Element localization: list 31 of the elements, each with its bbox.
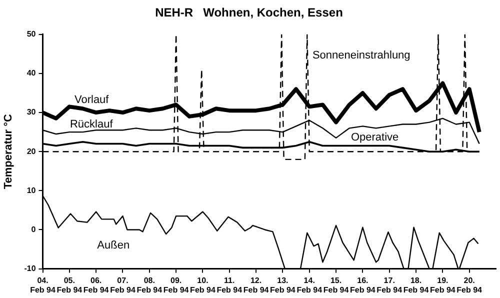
y-tick-label: 30 [26,108,36,117]
series-label: Sonneneinstrahlung [312,50,410,62]
chart-title: NEH-R Wohnen, Kochen, Essen [155,6,343,20]
series-label: Außen [97,239,130,252]
y-tick-label: -10 [24,264,36,274]
x-tick-label: 07. Feb 94 [110,276,136,294]
y-axis-title: Temperatur °C [2,114,15,190]
y-tick-label: 50 [26,30,36,39]
x-tick-label: 13. Feb 94 [270,276,296,294]
series-label: Operative [350,132,399,144]
x-tick-label: 16. Feb 94 [350,276,376,294]
y-tick-label: 0 [31,224,36,234]
x-tick-label: 06. Feb 94 [83,276,110,294]
series-label: Vorlauf [74,94,110,106]
x-tick-label: 18. Feb 94 [403,276,430,294]
x-tick-label: 10. Feb 94 [190,276,216,294]
x-tick-label: 17. Feb 94 [376,276,403,294]
x-tick-label: 04. Feb 94 [30,276,56,294]
x-tick-label: 05. Feb 94 [56,276,83,294]
y-tick-label: 40 [26,68,36,78]
y-tick-label: 10 [26,186,36,195]
x-tick-label: 09. Feb 94 [163,276,190,294]
y-tick-label: 20 [26,146,36,156]
x-tick-label: 11. Feb 94 [216,276,243,294]
x-tick-label: 14. Feb 94 [296,276,323,294]
x-tick-label: 08. Feb 94 [136,276,163,294]
x-tick-label: 19. Feb 94 [430,276,456,294]
x-tick-label: 20. Feb 94 [456,276,483,294]
series-label: Rücklauf [70,118,114,131]
x-tick-label: 12. Feb 94 [243,276,270,294]
x-tick-label: 15. Feb 94 [323,276,350,294]
